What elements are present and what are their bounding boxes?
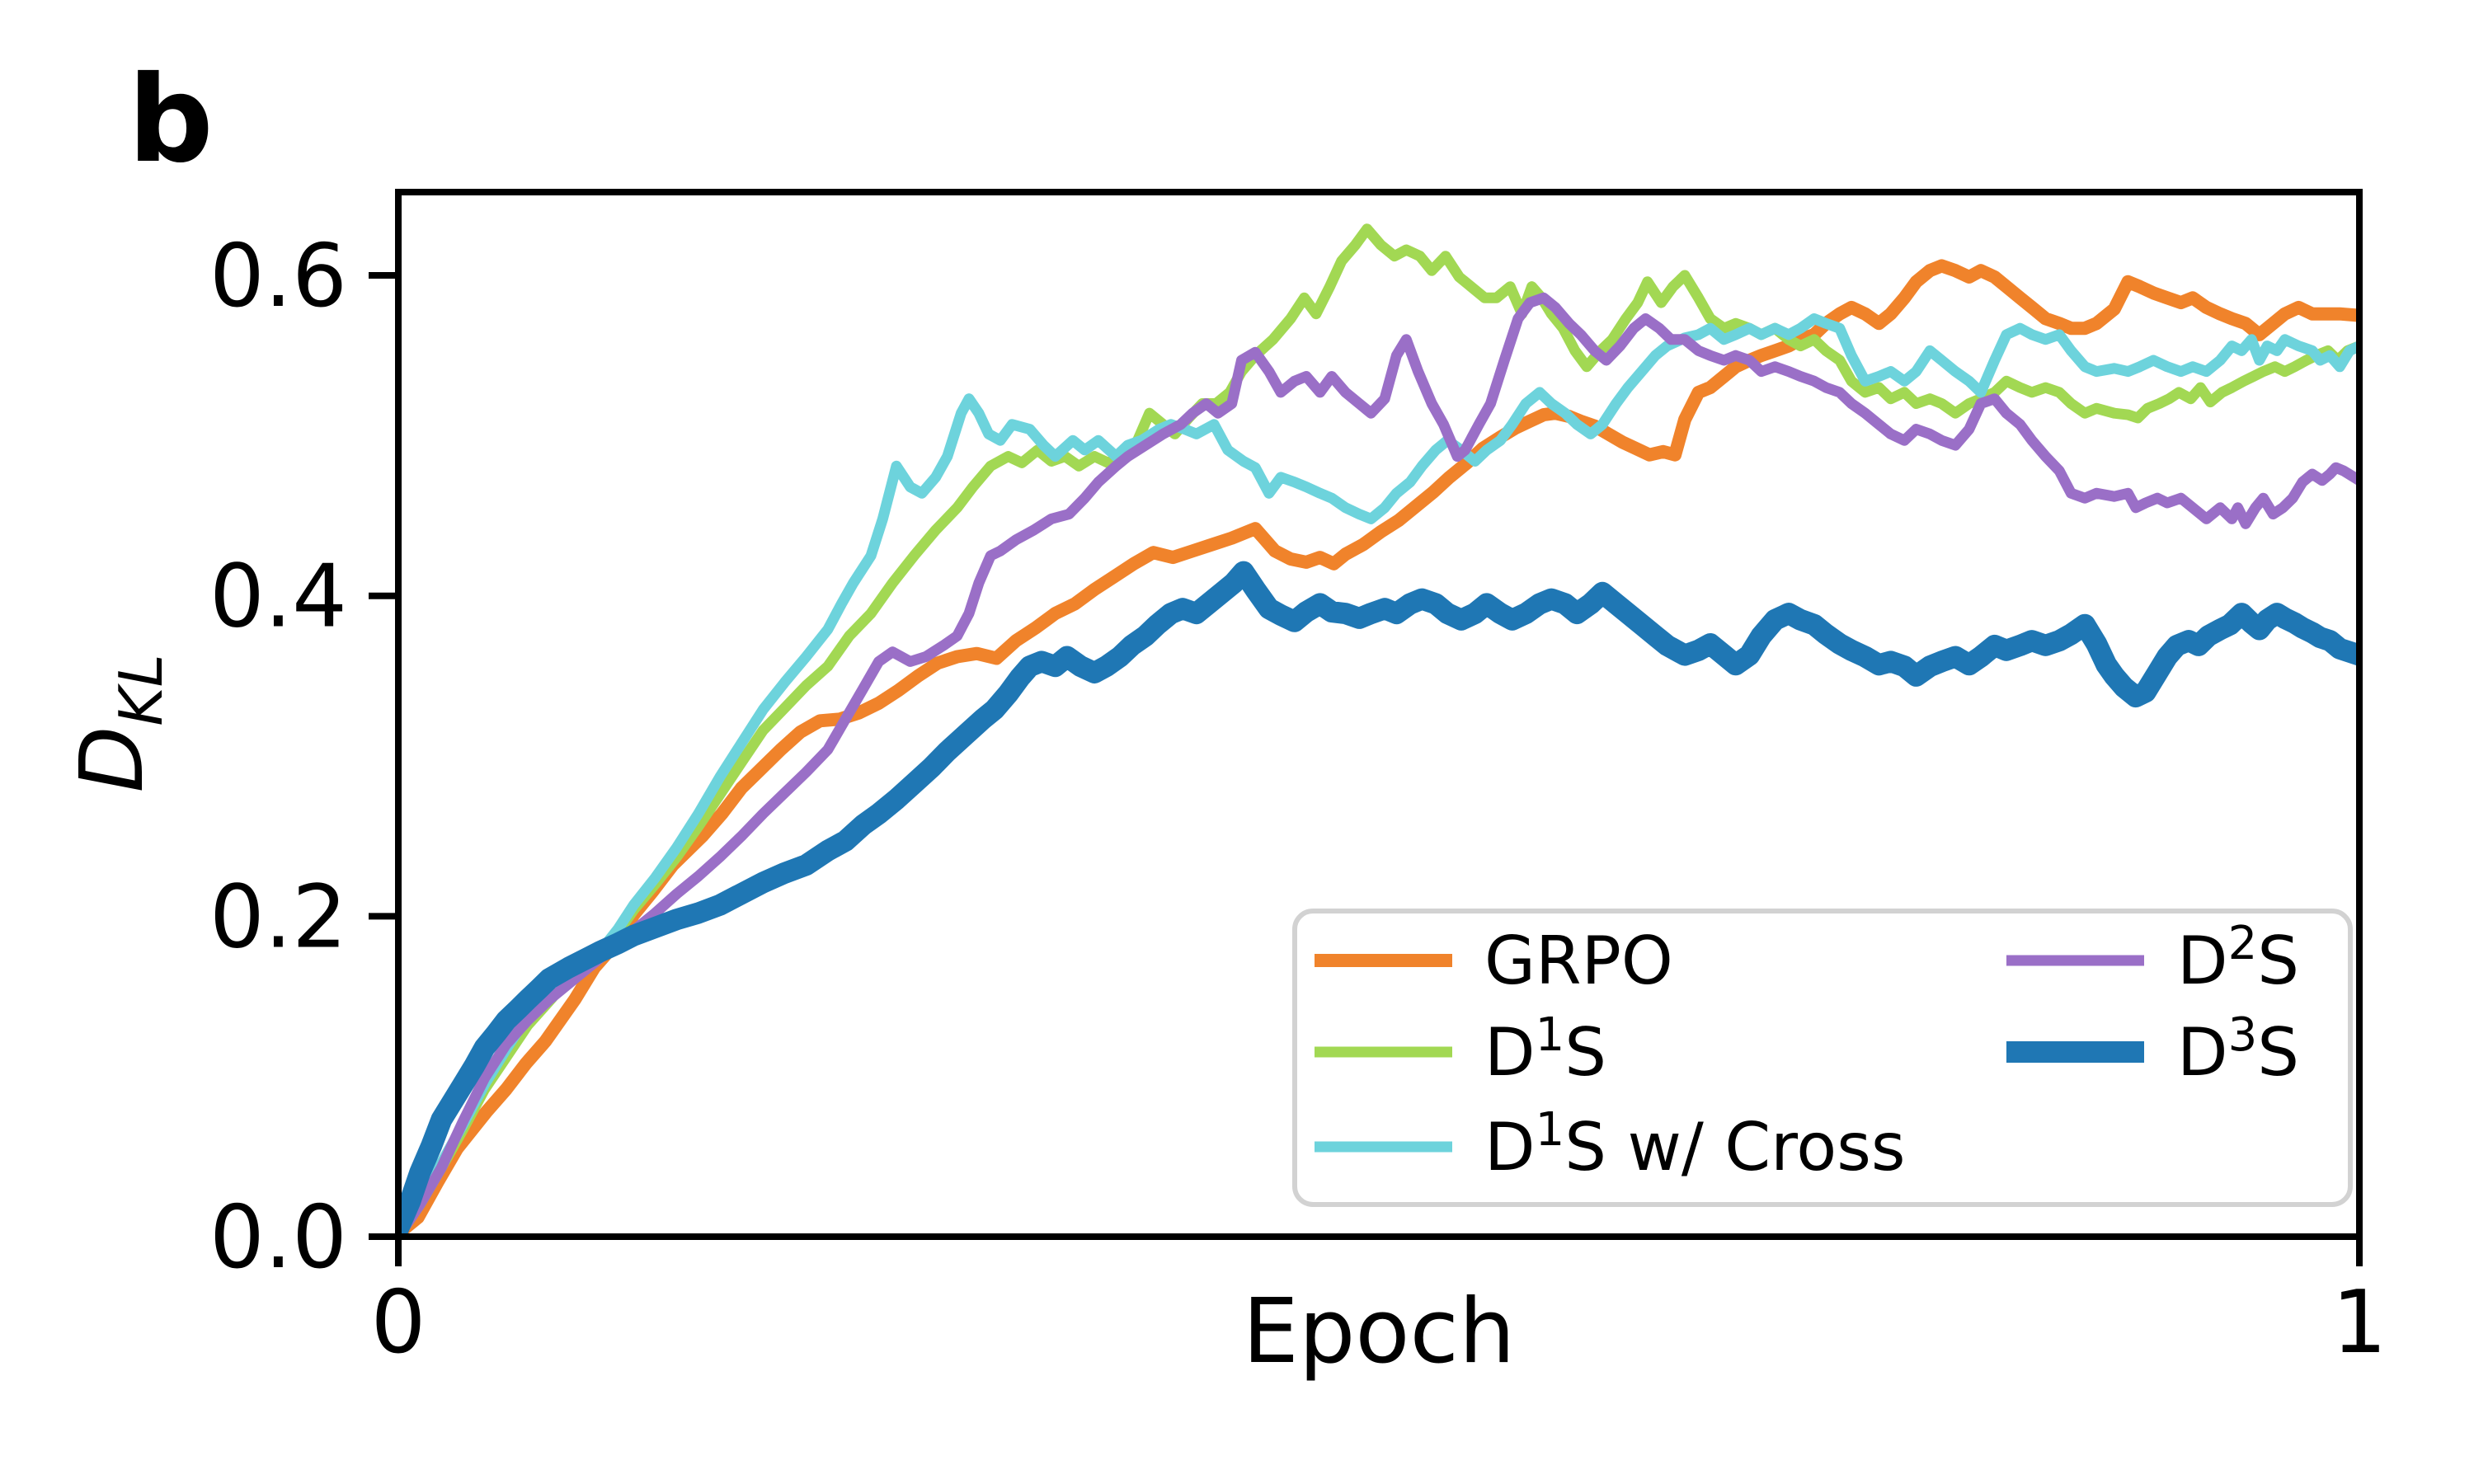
legend-label-d2s: D2S: [2177, 917, 2299, 999]
panel-label: b: [128, 50, 214, 190]
axis-labels: Epoch DKL b: [62, 50, 1515, 1383]
axes: 0.0 0.2 0.4 0.6 0 1: [209, 189, 2387, 1373]
series-line-d1s: [398, 223, 2359, 1237]
plot-series: [398, 223, 2359, 1237]
x-tick-label-0: 0: [371, 1272, 426, 1373]
legend-label-d1s-cross: D1S w/ Cross: [1484, 1103, 1906, 1186]
legend-label-grpo: GRPO: [1484, 923, 1673, 999]
y-tick-label-0.2: 0.2: [209, 866, 347, 967]
series-line-d2s: [398, 292, 2359, 1237]
y-tick-label-0.0: 0.0: [209, 1187, 347, 1288]
y-tick-label-0.4: 0.4: [209, 547, 347, 647]
legend-label-d1s: D1S: [1484, 1008, 1606, 1091]
x-tick-label-1: 1: [2332, 1272, 2387, 1373]
x-axis-label: Epoch: [1243, 1280, 1516, 1383]
plot-border: [395, 189, 2363, 1240]
series-line-grpo: [398, 259, 2359, 1237]
series-line-d1s-cross: [398, 313, 2359, 1237]
series-line-d3s: [398, 561, 2359, 1237]
y-tick-label-0.6: 0.6: [209, 226, 347, 326]
legend-label-d3s: D3S: [2177, 1008, 2299, 1091]
y-axis-label: DKL: [62, 654, 176, 792]
legend: GRPO D1S D1S w/ Cross D2S D3S: [1292, 909, 2353, 1207]
legend-box: [1292, 909, 2353, 1207]
